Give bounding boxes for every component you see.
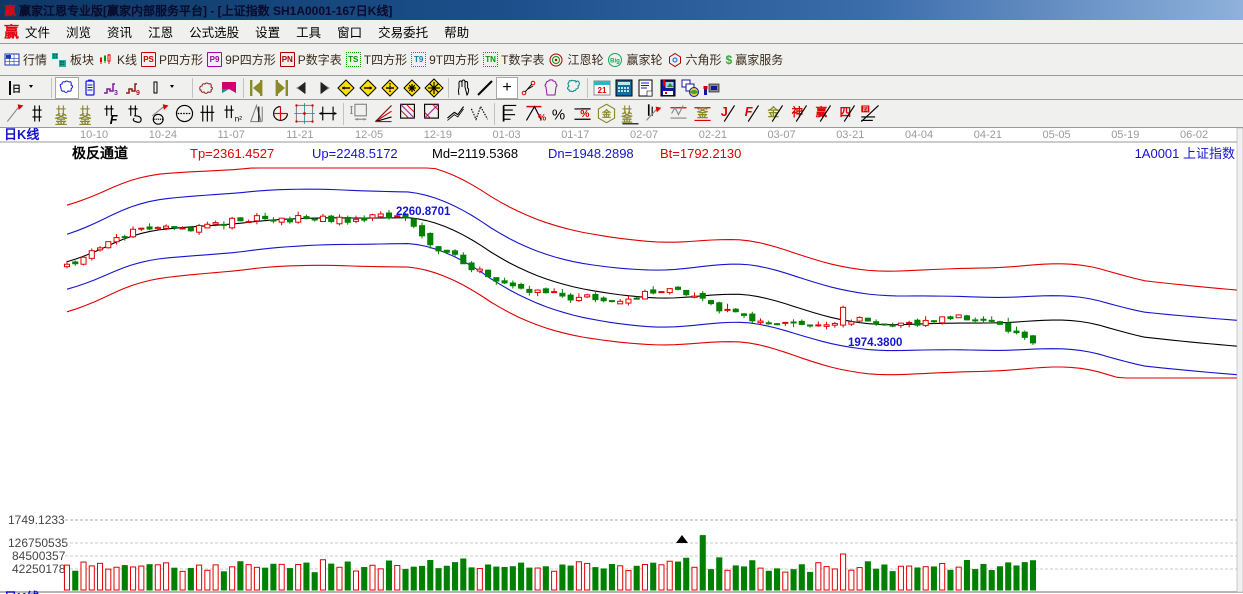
svg-text:02-07: 02-07 (630, 129, 658, 141)
svg-text:21: 21 (598, 86, 607, 95)
svg-text:釜: 釜 (695, 106, 708, 120)
svg-text:釜: 釜 (77, 112, 91, 125)
svg-text:%: % (580, 109, 589, 120)
svg-text:四: 四 (839, 106, 851, 119)
svg-text:2260.8701: 2260.8701 (396, 206, 451, 218)
svg-text:1A0001 上证指数: 1A0001 上证指数 (1135, 146, 1235, 161)
svg-text:42250178: 42250178 (12, 562, 66, 576)
svg-text:Tp=2361.4527: Tp=2361.4527 (190, 146, 274, 161)
svg-text:05-05: 05-05 (1043, 129, 1071, 141)
svg-text:84500357: 84500357 (12, 549, 66, 563)
svg-text:F: F (109, 113, 117, 125)
svg-text:1974.3800: 1974.3800 (848, 337, 902, 349)
svg-text:极反通道: 极反通道 (72, 145, 128, 161)
svg-text:12-19: 12-19 (424, 129, 452, 141)
svg-text:03-07: 03-07 (768, 129, 796, 141)
svg-text:Md=2119.5368: Md=2119.5368 (432, 146, 518, 161)
svg-text:9: 9 (136, 90, 140, 97)
svg-text:%: % (537, 112, 545, 122)
svg-text:日K线: 日K线 (4, 128, 39, 142)
svg-text:%: % (551, 106, 564, 123)
svg-text:日: 日 (12, 84, 21, 94)
svg-text:Up=2248.5172: Up=2248.5172 (312, 146, 398, 161)
svg-text:n²: n² (234, 115, 241, 124)
svg-text:126750535: 126750535 (8, 536, 68, 550)
svg-text:神: 神 (791, 105, 803, 119)
svg-text:釜: 釜 (620, 111, 633, 125)
svg-text:06-02: 06-02 (1180, 129, 1208, 141)
svg-text:10-10: 10-10 (80, 129, 108, 141)
svg-text:Dn=1948.2898: Dn=1948.2898 (548, 146, 634, 161)
svg-text:四: 四 (862, 106, 868, 113)
svg-text:05-19: 05-19 (1111, 129, 1139, 141)
svg-text:12-05: 12-05 (355, 129, 383, 141)
svg-text:11-07: 11-07 (218, 129, 245, 141)
svg-text:Bt=1792.2130: Bt=1792.2130 (660, 146, 741, 161)
svg-text:金: 金 (600, 108, 611, 119)
svg-text:02-21: 02-21 (699, 129, 727, 141)
svg-text:04-21: 04-21 (974, 129, 1002, 141)
svg-text:11-21: 11-21 (286, 129, 313, 141)
svg-text:04-04: 04-04 (905, 129, 933, 141)
svg-text:01-03: 01-03 (493, 129, 521, 141)
svg-text:日K线: 日K线 (4, 590, 39, 594)
svg-text:01-17: 01-17 (561, 129, 589, 141)
svg-text:釜: 釜 (53, 112, 67, 125)
svg-text:03-21: 03-21 (836, 129, 864, 141)
svg-text:3: 3 (114, 90, 118, 97)
svg-text:10-24: 10-24 (149, 129, 177, 141)
svg-text:金: 金 (766, 105, 779, 119)
svg-text:1749.1233: 1749.1233 (8, 513, 65, 527)
svg-text:Big: Big (611, 58, 621, 64)
